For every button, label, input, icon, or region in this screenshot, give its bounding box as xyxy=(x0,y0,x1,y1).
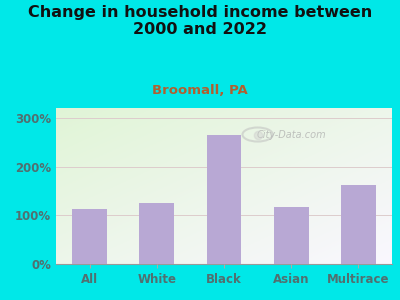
Text: Change in household income between
2000 and 2022: Change in household income between 2000 … xyxy=(28,4,372,38)
Bar xyxy=(72,209,107,264)
Bar xyxy=(274,207,309,264)
Text: City-Data.com: City-Data.com xyxy=(256,130,326,140)
Bar xyxy=(139,203,174,264)
Bar xyxy=(341,184,376,264)
Text: Broomall, PA: Broomall, PA xyxy=(152,84,248,97)
Bar xyxy=(206,135,242,264)
